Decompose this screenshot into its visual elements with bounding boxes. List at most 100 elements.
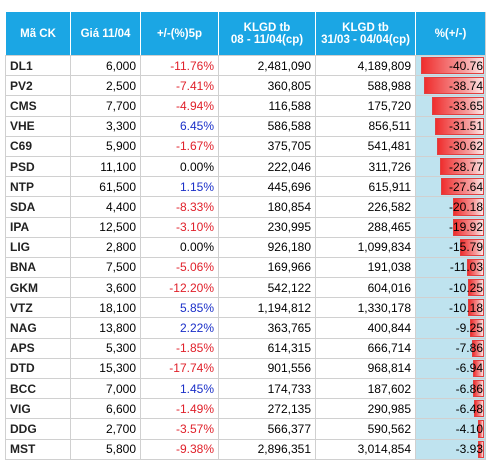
cell-text: -6.94	[455, 361, 483, 376]
cell: 5,800	[70, 439, 140, 459]
cell: GKM	[5, 278, 70, 298]
cell: 363,765	[218, 318, 315, 338]
cell: 3,300	[70, 116, 140, 136]
table-row: PV2 2,500 -7.41% 360,805 588,988 -38.74	[5, 76, 486, 97]
header-cell: KLGD tb 08 - 11/04(cp)	[218, 12, 315, 55]
cell: 4,400	[70, 197, 140, 217]
cell: 311,726	[315, 156, 415, 177]
cell: -5.06%	[140, 257, 218, 278]
cell: 5,900	[70, 136, 140, 156]
data-bar	[439, 157, 484, 176]
cell: 614,315	[218, 338, 315, 358]
data-bar	[473, 359, 484, 377]
header-row: Mã CK Giá 11/04 +/-(%)5p KLGD tb 08 - 11/04…	[5, 12, 486, 56]
cell: -38.74	[415, 76, 486, 96]
data-bar	[468, 299, 484, 317]
cell: -31.51	[415, 116, 486, 136]
header-cell: KLGD tb 31/03 - 04/04(cp)	[315, 12, 415, 55]
cell: 6,000	[70, 56, 140, 76]
data-bar	[441, 178, 484, 196]
cell: 169,966	[218, 257, 315, 278]
cell: DL1	[5, 56, 70, 76]
cell: 3,600	[70, 278, 140, 298]
cell-text: -30.62	[448, 139, 483, 154]
cell-text: -10.25	[448, 280, 483, 295]
cell: -3.57%	[140, 419, 218, 439]
cell: 61,500	[70, 177, 140, 197]
table: Mã CK Giá 11/04 +/-(%)5p KLGD tb 08 - 11/04…	[5, 12, 486, 460]
cell-text: -40.76	[448, 58, 483, 73]
cell: VHE	[5, 116, 70, 136]
cell: -12.20%	[140, 278, 218, 298]
table-row: LIG 2,800 0.00% 926,180 1,099,834 -15.79	[5, 237, 486, 258]
cell: BCC	[5, 379, 70, 399]
cell: 7,700	[70, 96, 140, 116]
cell: -10.25	[415, 278, 486, 298]
data-bar	[473, 400, 484, 418]
cell: -15.79	[415, 237, 486, 257]
cell: 666,714	[315, 338, 415, 358]
data-bar	[452, 198, 484, 216]
cell: -11.76%	[140, 56, 218, 76]
data-bar	[477, 440, 484, 458]
cell-text: -27.64	[448, 179, 483, 194]
cell: -9.25	[415, 318, 486, 338]
cell: 175,720	[315, 96, 415, 116]
cell: 1.45%	[140, 379, 218, 399]
cell: -27.64	[415, 177, 486, 197]
cell: 375,705	[218, 136, 315, 156]
table-row: VHE 3,300 6.45% 586,588 856,511 -31.51	[5, 116, 486, 137]
cell: -33.65	[415, 96, 486, 116]
cell: -19.92	[415, 217, 486, 237]
cell: PV2	[5, 76, 70, 96]
cell-text: -31.51	[448, 119, 483, 134]
cell: 174,733	[218, 379, 315, 399]
cell: DDG	[5, 419, 70, 439]
cell: -7.86	[415, 338, 486, 358]
cell: 926,180	[218, 237, 315, 257]
cell-text: -7.86	[455, 341, 483, 356]
cell: -7.41%	[140, 76, 218, 96]
cell: 1.15%	[140, 177, 218, 197]
cell: SDA	[5, 197, 70, 217]
cell-text: -10.18	[448, 300, 483, 315]
cell: -40.76	[415, 56, 486, 76]
header-cell: %(+/-)	[415, 12, 486, 55]
cell: NAG	[5, 318, 70, 338]
cell: VTZ	[5, 298, 70, 318]
cell: 604,016	[315, 278, 415, 298]
table-row: C69 5,900 -1.67% 375,705 541,481 -30.62	[5, 136, 486, 157]
table-row: IPA 12,500 -3.10% 230,995 288,465 -19.92	[5, 217, 486, 238]
cell: 5,300	[70, 338, 140, 358]
table-row: DL1 6,000 -11.76% 2,481,090 4,189,809 -40.76	[5, 56, 486, 77]
cell: 3,014,854	[315, 439, 415, 459]
cell: 445,696	[218, 177, 315, 197]
cell: 2,481,090	[218, 56, 315, 76]
cell: -30.62	[415, 136, 486, 156]
cell: APS	[5, 338, 70, 358]
cell: -17.74%	[140, 358, 218, 378]
cell: 2,896,351	[218, 439, 315, 459]
cell: 2.22%	[140, 318, 218, 338]
cell: -6.86	[415, 379, 486, 399]
cell: 11,100	[70, 156, 140, 177]
table-row: CMS 7,700 -4.94% 116,588 175,720 -33.65	[5, 96, 486, 117]
cell: 968,814	[315, 358, 415, 378]
data-bar	[436, 137, 484, 155]
cell: PSD	[5, 156, 70, 177]
cell: -6.94	[415, 358, 486, 378]
header-cell: Giá 11/04	[70, 12, 140, 55]
cell-text: -3.93	[455, 442, 483, 457]
table-row: MST 5,800 -9.38% 2,896,351 3,014,854 -3.93	[5, 439, 486, 460]
cell: 590,562	[315, 419, 415, 439]
cell: 4,189,809	[315, 56, 415, 76]
data-bar	[473, 380, 484, 398]
cell: -6.48	[415, 399, 486, 419]
data-bar	[469, 319, 484, 337]
cell: 0.00%	[140, 237, 218, 257]
cell-text: -6.48	[455, 401, 483, 416]
cell: 1,099,834	[315, 237, 415, 257]
cell: 187,602	[315, 379, 415, 399]
cell: -28.77	[415, 156, 486, 177]
cell: 1,194,812	[218, 298, 315, 318]
